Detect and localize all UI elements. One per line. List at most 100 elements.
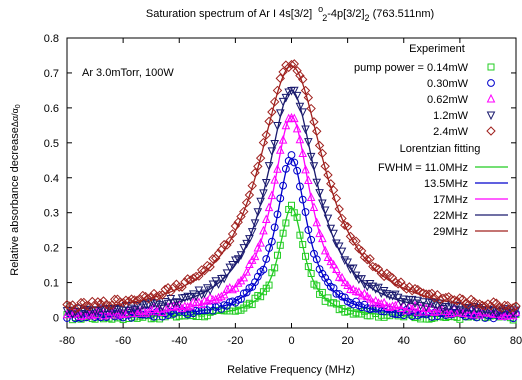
data-point — [299, 241, 307, 249]
data-point — [312, 178, 322, 188]
data-point — [368, 297, 378, 307]
data-point — [233, 255, 243, 264]
legend-label-experiment: 0.30mW — [427, 78, 469, 90]
data-point — [328, 185, 339, 195]
data-point — [113, 305, 122, 314]
data-point — [326, 179, 336, 189]
data-point — [362, 282, 372, 292]
data-point — [335, 290, 344, 298]
data-point — [275, 109, 285, 118]
data-point — [279, 229, 287, 237]
data-point — [146, 298, 156, 308]
data-point — [289, 86, 299, 96]
data-point — [219, 289, 229, 299]
data-point — [488, 297, 499, 307]
data-point — [357, 290, 366, 300]
data-point — [416, 301, 425, 311]
y-tick-label: 0.5 — [44, 138, 59, 150]
data-point — [67, 300, 78, 310]
y-axis-label-sub: 0 — [15, 104, 22, 108]
y-tick-label: 0.8 — [44, 33, 59, 45]
data-point — [320, 206, 330, 216]
data-point — [124, 307, 134, 316]
data-point — [104, 300, 114, 311]
data-point — [261, 179, 271, 188]
data-point — [418, 288, 429, 298]
data-point — [410, 299, 420, 309]
title-sub1: 2 — [322, 13, 327, 23]
data-point — [295, 102, 305, 112]
data-point — [275, 145, 285, 154]
data-point — [160, 284, 170, 295]
data-point — [214, 280, 223, 289]
data-point — [282, 219, 290, 227]
data-point — [208, 254, 218, 264]
data-point — [447, 301, 456, 311]
data-point — [284, 113, 294, 123]
title-sub2: 2 — [365, 13, 370, 23]
legend-marker — [486, 93, 496, 103]
data-point — [113, 309, 122, 319]
data-point — [222, 284, 232, 294]
data-point — [286, 59, 297, 70]
data-point — [258, 137, 269, 148]
data-point — [340, 293, 349, 302]
data-point — [109, 294, 120, 305]
data-point — [446, 294, 457, 304]
data-point — [118, 297, 128, 308]
data-point — [293, 213, 301, 221]
data-point — [130, 305, 139, 315]
data-point — [307, 235, 316, 244]
data-point — [368, 304, 377, 313]
data-point — [127, 304, 136, 314]
data-point — [267, 147, 277, 157]
data-point — [90, 299, 100, 310]
x-tick-label: 20 — [342, 335, 354, 347]
data-point — [342, 221, 353, 232]
data-point — [306, 152, 316, 162]
title-mid: -4p[3/2] — [327, 8, 364, 20]
data-point — [256, 197, 265, 207]
data-point — [118, 309, 128, 319]
legend-label-experiment: 2.4mW — [433, 126, 468, 138]
data-point — [298, 74, 308, 85]
data-point — [314, 140, 325, 151]
data-point — [99, 310, 108, 320]
title-end: (763.511nm) — [370, 8, 435, 20]
data-point — [379, 297, 389, 307]
data-point — [135, 306, 145, 316]
data-point — [163, 302, 173, 311]
data-point — [231, 283, 240, 292]
data-point — [283, 62, 294, 73]
data-point — [273, 122, 282, 131]
data-point — [124, 296, 134, 306]
data-point — [416, 302, 425, 312]
data-point — [337, 272, 347, 282]
data-point — [427, 288, 437, 299]
data-point — [183, 301, 192, 311]
data-point — [255, 153, 266, 163]
data-point — [309, 162, 319, 171]
data-point — [368, 282, 378, 292]
data-point — [264, 202, 274, 212]
data-point — [460, 298, 471, 309]
data-point — [365, 254, 375, 264]
data-point — [76, 297, 86, 308]
data-point — [262, 255, 271, 263]
data-point — [239, 272, 249, 282]
data-point — [313, 282, 321, 290]
data-point — [138, 290, 148, 301]
data-point — [323, 214, 333, 224]
data-point — [200, 289, 209, 299]
data-point — [222, 269, 232, 278]
data-point — [228, 284, 237, 294]
data-point — [295, 70, 305, 81]
data-point — [318, 269, 327, 278]
data-point — [242, 239, 251, 249]
data-point — [192, 306, 200, 315]
data-point — [376, 299, 386, 308]
data-point — [413, 307, 423, 316]
data-point — [152, 306, 162, 316]
data-point — [160, 298, 170, 307]
data-point — [197, 306, 206, 315]
